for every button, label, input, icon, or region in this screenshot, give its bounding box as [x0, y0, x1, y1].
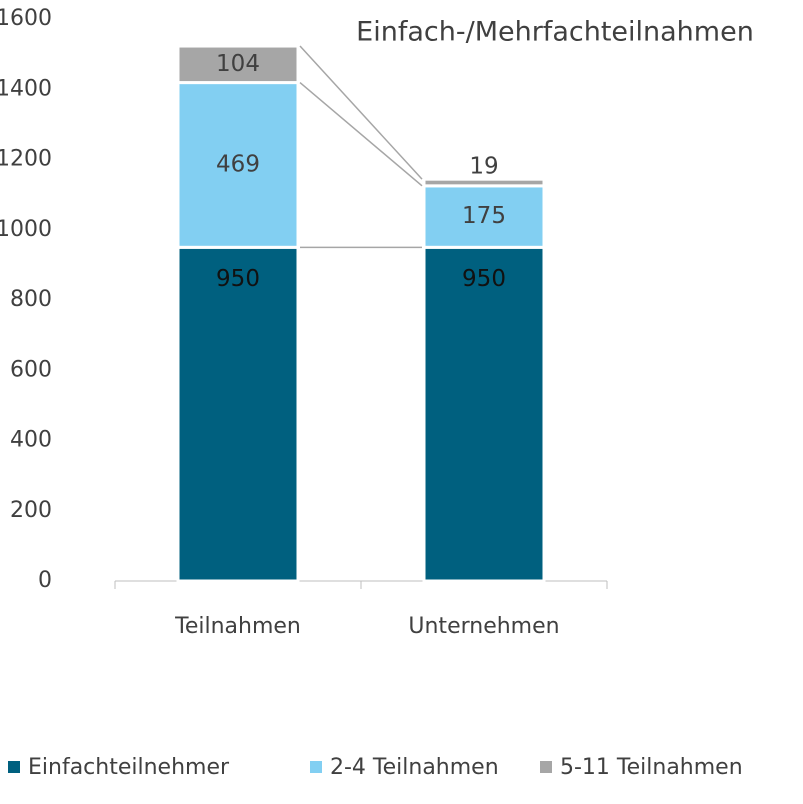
- legend-label: 5-11 Teilnahmen: [560, 755, 743, 780]
- bar-segment: [422, 245, 546, 583]
- bar-segment: [176, 81, 300, 249]
- bar-segment: [176, 245, 300, 583]
- bar-segment: [422, 177, 546, 188]
- data-label: 469: [216, 151, 260, 177]
- y-tick-label: 400: [10, 428, 52, 453]
- legend-swatch: [8, 761, 20, 773]
- y-tick-label: 0: [38, 568, 52, 593]
- y-tick-label: 800: [10, 287, 52, 312]
- data-label: 104: [216, 51, 260, 77]
- y-tick-label: 1200: [0, 147, 52, 172]
- legend-swatch: [540, 761, 552, 773]
- chart-title: Einfach-/Mehrfachteilnahmen: [356, 17, 754, 48]
- data-label: 950: [462, 266, 506, 292]
- x-tick-label: Teilnahmen: [174, 614, 301, 639]
- y-tick-label: 1400: [0, 76, 52, 101]
- y-tick-label: 600: [10, 357, 52, 382]
- data-label: 950: [216, 266, 260, 292]
- legend-label: 2-4 Teilnahmen: [330, 755, 499, 780]
- series-line: [299, 45, 423, 180]
- legend-label: Einfachteilnehmer: [28, 755, 230, 780]
- x-tick-label: Unternehmen: [408, 614, 559, 639]
- series-line: [299, 82, 423, 187]
- data-label: 19: [469, 154, 498, 180]
- y-tick-label: 200: [10, 498, 52, 523]
- data-label: 175: [462, 203, 506, 229]
- legend-swatch: [310, 761, 322, 773]
- y-tick-label: 1600: [0, 6, 52, 31]
- bar-segment: [176, 44, 300, 85]
- y-tick-label: 1000: [0, 217, 52, 242]
